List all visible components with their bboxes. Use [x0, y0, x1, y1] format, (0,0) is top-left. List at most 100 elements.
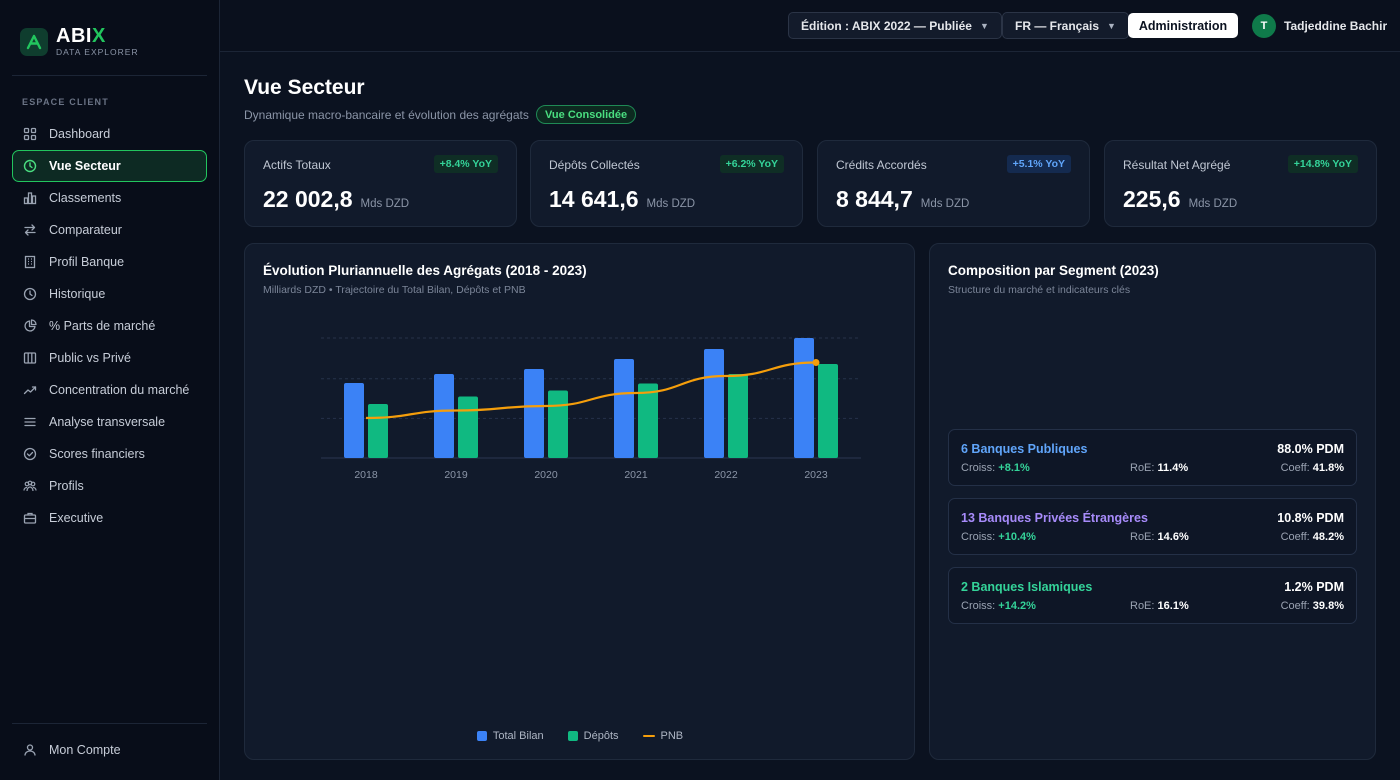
kpi-card-depots: Dépôts Collectés +6.2% YoY 14 641,6 Mds D… — [530, 140, 803, 227]
language-select[interactable]: FR — Français ▼ — [1002, 12, 1129, 39]
swap-icon — [24, 224, 36, 236]
sidebar-item-label: Profil Banque — [49, 255, 125, 269]
sidebar-item-classements[interactable]: Classements — [12, 182, 207, 214]
legend-item-pnb[interactable]: PNB — [642, 730, 683, 742]
kpi-label: Dépôts Collectés — [549, 158, 640, 172]
segment-pdm: 10.8% PDM — [1277, 511, 1344, 525]
list-icon — [24, 417, 36, 427]
bar-dépôts-2018 — [368, 404, 388, 458]
kpi-label: Résultat Net Agrégé — [1123, 158, 1231, 172]
page-subtitle: Dynamique macro-bancaire et évolution de… — [244, 108, 529, 122]
trend-icon — [23, 386, 37, 395]
kpi-unit: Mds DZD — [646, 198, 696, 210]
x-tick-label: 2022 — [714, 469, 738, 481]
sidebar-item-label: Analyse transversale — [49, 415, 166, 429]
sidebar-item-label: Scores financiers — [49, 447, 145, 461]
legend-label: Dépôts — [583, 730, 619, 742]
avatar: T — [1252, 14, 1276, 38]
kpi-delta-badge: +5.1% YoY — [1006, 155, 1071, 173]
bar-dépôts-2022 — [728, 374, 748, 458]
legend-item-total-bilan[interactable]: Total Bilan — [476, 730, 544, 742]
user-icon — [24, 744, 36, 756]
segment-coeff: Coeff: 39.8% — [1280, 600, 1344, 612]
sidebar-item-mon-compte[interactable]: Mon Compte — [12, 734, 207, 766]
edition-select[interactable]: Édition : ABIX 2022 — Publiée ▼ — [788, 12, 1002, 39]
sidebar-item-label: Executive — [49, 511, 104, 525]
segment-pdm: 88.0% PDM — [1277, 442, 1344, 456]
check-circle-icon — [23, 447, 37, 461]
segment-coeff: Coeff: 48.2% — [1280, 531, 1344, 543]
bar-total-bilan-2020 — [524, 369, 544, 458]
language-select-value: FR — Français — [1015, 18, 1100, 33]
segment-roe: RoE: 11.4% — [1130, 462, 1189, 474]
chart-legend: Total Bilan Dépôts PNB — [245, 730, 915, 742]
sidebar: ABIX DATA EXPLORER ESPACE CLIENT Dashboa… — [0, 0, 220, 780]
x-tick-label: 2018 — [354, 469, 378, 481]
clock-icon — [23, 159, 37, 173]
x-tick-label: 2023 — [804, 469, 828, 481]
sidebar-section-label: ESPACE CLIENT — [22, 97, 109, 107]
sidebar-item-dashboard[interactable]: Dashboard — [12, 118, 207, 150]
chevron-down-icon: ▼ — [979, 20, 989, 31]
users-icon — [23, 480, 37, 492]
user-menu[interactable]: T Tadjeddine Bachir — [1252, 14, 1387, 38]
brand-title: ABIX — [56, 25, 106, 47]
bar-total-bilan-2023 — [794, 338, 814, 458]
kpi-unit: Mds DZD — [920, 198, 970, 210]
bar-dépôts-2021 — [638, 383, 658, 458]
evolution-subtitle: Milliards DZD • Trajectoire du Total Bil… — [263, 284, 526, 296]
sidebar-item-label: Vue Secteur — [49, 159, 121, 173]
legend-item-depots[interactable]: Dépôts — [567, 730, 619, 742]
administration-button[interactable]: Administration — [1128, 13, 1238, 38]
segment-card-privees[interactable]: 13 Banques Privées Étrangères 10.8% PDM … — [948, 498, 1357, 555]
evolution-chart: 2018 2019 2020 2021 2022 2023 — [321, 337, 861, 481]
brand-logo[interactable]: ABIX DATA EXPLORER — [20, 26, 139, 57]
sidebar-item-scores-financiers[interactable]: Scores financiers — [12, 438, 207, 470]
sidebar-item-historique[interactable]: Historique — [12, 278, 207, 310]
kpi-unit: Mds DZD — [1188, 198, 1238, 210]
kpi-card-credits: Crédits Accordés +5.1% YoY 8 844,7 Mds DZ… — [817, 140, 1090, 227]
sidebar-item-comparateur[interactable]: Comparateur — [12, 214, 207, 246]
sidebar-item-profil-banque[interactable]: Profil Banque — [12, 246, 207, 278]
page-title: Vue Secteur — [244, 76, 365, 99]
history-icon — [23, 287, 37, 301]
segment-card-publiques[interactable]: 6 Banques Publiques 88.0% PDM Croiss: +8… — [948, 429, 1357, 486]
x-tick-label: 2020 — [534, 469, 558, 481]
segment-name: 13 Banques Privées Étrangères — [961, 511, 1148, 525]
legend-swatch — [642, 735, 655, 737]
kpi-unit: Mds DZD — [360, 198, 410, 210]
bar-total-bilan-2018 — [344, 383, 364, 458]
sidebar-item-label: Dashboard — [49, 127, 111, 141]
bar-total-bilan-2021 — [614, 359, 634, 458]
segment-card-islamiques[interactable]: 2 Banques Islamiques 1.2% PDM Croiss: +1… — [948, 567, 1357, 624]
evolution-title: Évolution Pluriannuelle des Agrégats (20… — [263, 263, 587, 278]
top-bar: Édition : ABIX 2022 — Publiée ▼ FR — Fra… — [220, 0, 1400, 52]
sidebar-item-concentration[interactable]: Concentration du marché — [12, 374, 207, 406]
sidebar-item-public-vs-prive[interactable]: Public vs Privé — [12, 342, 207, 374]
briefcase-icon — [23, 512, 37, 524]
chevron-down-icon: ▼ — [1107, 20, 1116, 31]
sidebar-item-label: Historique — [49, 287, 106, 301]
segment-coeff: Coeff: 41.8% — [1280, 462, 1344, 474]
building-icon — [24, 255, 36, 269]
kpi-delta-badge: +6.2% YoY — [719, 155, 784, 173]
sidebar-item-vue-secteur[interactable]: Vue Secteur — [12, 150, 207, 182]
composition-panel: Composition par Segment (2023) Structure… — [929, 243, 1376, 760]
kpi-card-resultat: Résultat Net Agrégé +14.8% YoY 225,6 Mds … — [1104, 140, 1377, 227]
kpi-label: Actifs Totaux — [263, 158, 331, 172]
segment-croissance: Croiss: +8.1% — [961, 462, 1030, 474]
x-tick-label: 2019 — [444, 469, 468, 481]
sidebar-item-profils[interactable]: Profils — [12, 470, 207, 502]
logo-icon — [20, 27, 48, 56]
sidebar-item-label: Comparateur — [49, 223, 122, 237]
sidebar-item-parts-de-marche[interactable]: % Parts de marché — [12, 310, 207, 342]
segment-croissance: Croiss: +10.4% — [961, 531, 1036, 543]
sidebar-divider — [12, 723, 207, 724]
bar-dépôts-2019 — [458, 396, 478, 458]
sidebar-item-label: Concentration du marché — [49, 383, 190, 397]
sidebar-item-analyse-transversale[interactable]: Analyse transversale — [12, 406, 207, 438]
kpi-label: Crédits Accordés — [836, 158, 927, 172]
bar-dépôts-2023 — [818, 364, 838, 458]
sidebar-item-executive[interactable]: Executive — [12, 502, 207, 534]
user-name: Tadjeddine Bachir — [1284, 19, 1388, 33]
